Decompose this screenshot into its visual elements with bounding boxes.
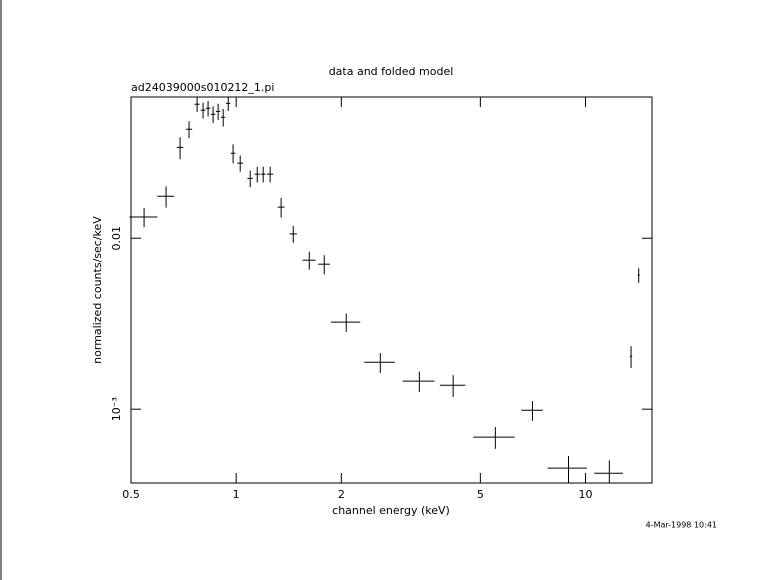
x-tick-label: 5	[477, 488, 484, 501]
x-tick-label: 0.5	[122, 488, 140, 501]
plot-frame	[130, 96, 653, 484]
chart-title: data and folded model	[329, 65, 454, 78]
x-axis-label: channel energy (keV)	[332, 504, 450, 517]
y-tick-label: 0.01	[110, 226, 123, 251]
x-tick-label: 10	[579, 488, 593, 501]
x-tick-label: 1	[233, 488, 240, 501]
timestamp: 4-Mar-1998 10:41	[646, 521, 717, 530]
chart-subtitle: ad24039000s010212_1.pi	[131, 81, 274, 94]
y-axis-label: normalized counts/sec/keV	[91, 216, 104, 364]
x-tick-label: 2	[338, 488, 345, 501]
y-tick-label: 10⁻³	[110, 397, 123, 421]
